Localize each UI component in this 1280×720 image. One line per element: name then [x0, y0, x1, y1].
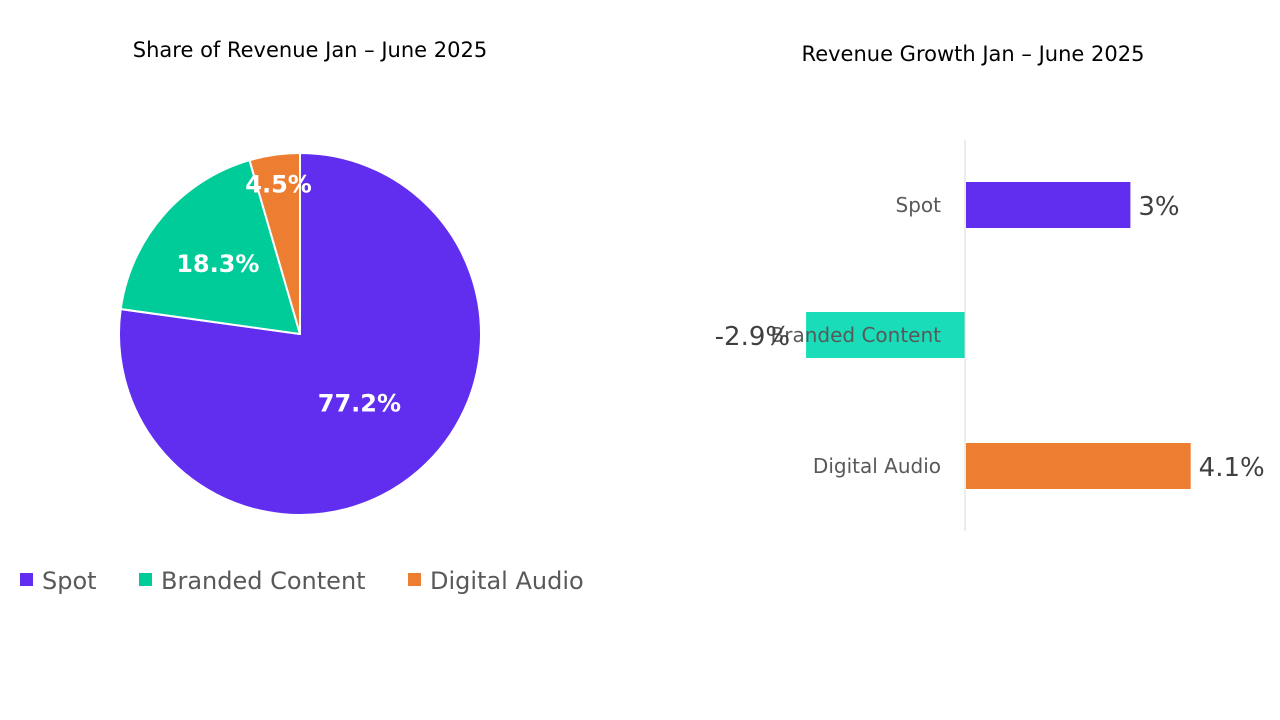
legend-swatch-branded-content	[139, 573, 152, 586]
pie-label-spot: 77.2%	[318, 389, 401, 417]
bar-digital-audio	[966, 443, 1191, 489]
bar-category-labels: Spot Branded Content Digital Audio	[771, 193, 942, 478]
bar-chart: Revenue Growth Jan – June 2025 Spot Brand…	[715, 42, 1265, 531]
bar-value-labels: 3% -2.9% 4.1%	[715, 192, 1265, 483]
pie-label-digital-audio: 4.5%	[245, 170, 312, 198]
legend-item-branded-content: Branded Content	[139, 567, 366, 595]
pie-slice-branded-content	[119, 159, 301, 335]
legend-label-branded-content: Branded Content	[161, 567, 366, 595]
bar-chart-title: Revenue Growth Jan – June 2025	[802, 42, 1145, 66]
bar-category-label-digital-audio: Digital Audio	[813, 454, 941, 478]
pie-slices	[118, 152, 482, 516]
bar-spot	[966, 182, 1131, 228]
legend-item-spot: Spot	[20, 567, 97, 595]
bar-category-label-spot: Spot	[896, 193, 942, 217]
bar-value-label-digital-audio: 4.1%	[1199, 453, 1265, 483]
pie-slice-digital-audio	[248, 152, 301, 335]
pie-legend: Spot Branded Content Digital Audio	[20, 567, 584, 595]
legend-label-spot: Spot	[42, 567, 97, 595]
pie-label-branded-content: 18.3%	[176, 250, 259, 278]
pie-data-labels: 77.2% 18.3% 4.5%	[176, 170, 401, 417]
legend-item-digital-audio: Digital Audio	[408, 567, 584, 595]
bars	[806, 182, 1191, 489]
bar-value-label-branded-content: -2.9%	[715, 322, 790, 352]
bar-branded-content	[806, 312, 965, 358]
legend-label-digital-audio: Digital Audio	[430, 567, 584, 595]
pie-slice-spot	[118, 152, 482, 516]
pie-chart: Share of Revenue Jan – June 2025 77.2% 18…	[20, 38, 584, 595]
bar-category-label-branded-content: Branded Content	[771, 323, 942, 347]
bar-value-label-spot: 3%	[1138, 192, 1179, 222]
legend-swatch-spot	[20, 573, 33, 586]
pie-chart-title: Share of Revenue Jan – June 2025	[133, 38, 487, 62]
legend-swatch-digital-audio	[408, 573, 421, 586]
